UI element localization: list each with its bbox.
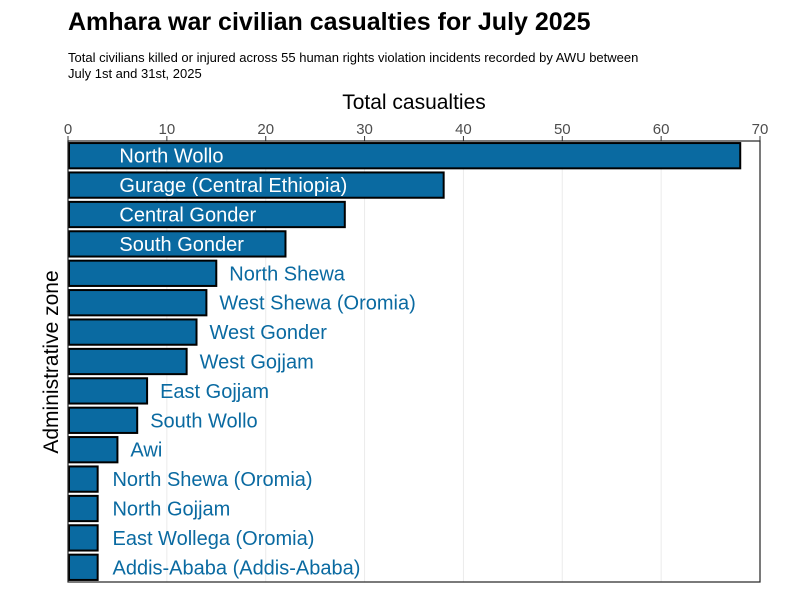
bar-label: Gurage (Central Ethiopia) xyxy=(119,175,347,197)
bar xyxy=(68,171,445,199)
bar-label: East Gojjam xyxy=(160,381,269,403)
x-tick-label: 50 xyxy=(554,121,571,138)
bar-label: East Wollega (Oromia) xyxy=(112,528,314,550)
bar xyxy=(68,142,742,170)
x-tick-label: 40 xyxy=(455,121,472,138)
bar xyxy=(68,494,99,523)
bar-label: West Gojjam xyxy=(200,352,314,374)
bar-label: North Shewa xyxy=(229,263,345,285)
bar xyxy=(68,524,99,552)
bar xyxy=(68,289,208,317)
bar-label: West Gonder xyxy=(210,322,328,344)
bar-label: Awi xyxy=(130,440,162,462)
bar-label: North Wollo xyxy=(119,146,223,168)
bar xyxy=(68,318,198,346)
x-tick-label: 60 xyxy=(653,121,670,138)
bar xyxy=(68,553,99,581)
plot-border xyxy=(67,140,761,583)
x-tick-label: 70 xyxy=(752,121,769,138)
bar-label: South Gonder xyxy=(119,234,244,256)
bar xyxy=(68,259,218,287)
x-axis-title: Total casualties xyxy=(342,91,486,114)
bar-label: Central Gonder xyxy=(119,205,256,227)
x-tick-label: 10 xyxy=(159,121,176,138)
chart-subtitle: Total civilians killed or injured across… xyxy=(68,50,639,81)
x-tick-label: 30 xyxy=(356,121,373,138)
bar-label: North Shewa (Oromia) xyxy=(112,469,312,491)
bar-label: South Wollo xyxy=(150,410,257,432)
bar xyxy=(68,377,149,405)
bar-label: West Shewa (Oromia) xyxy=(219,293,415,315)
bar xyxy=(68,200,346,229)
bar-label: Addis-Ababa (Addis-Ababa) xyxy=(112,557,360,579)
bar xyxy=(68,406,139,434)
bar xyxy=(68,347,188,376)
bar xyxy=(68,230,287,258)
bar xyxy=(68,436,119,464)
bar-label: North Gojjam xyxy=(112,499,230,521)
chart-title: Amhara war civilian casualties for July … xyxy=(68,8,591,36)
bar xyxy=(68,465,99,493)
x-tick-label: 0 xyxy=(64,121,72,138)
x-tick-label: 20 xyxy=(257,121,274,138)
